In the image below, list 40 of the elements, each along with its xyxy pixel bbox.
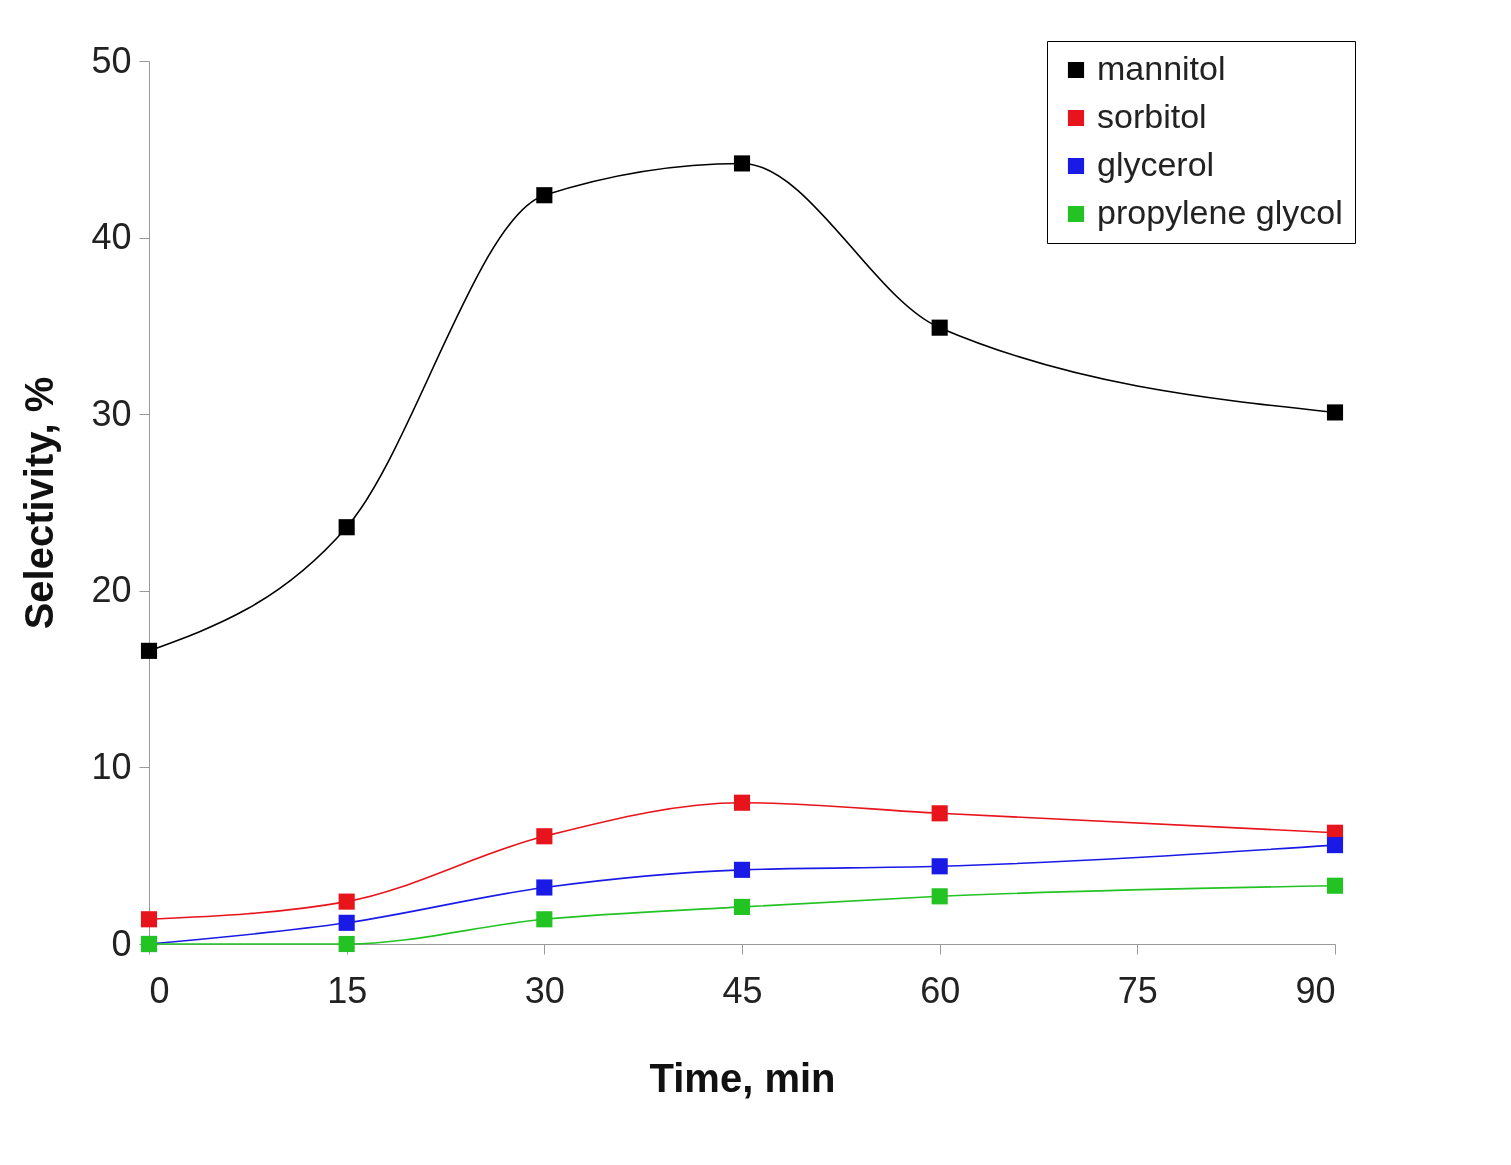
- point: [140, 642, 158, 659]
- point: [536, 828, 553, 845]
- point: [931, 319, 948, 336]
- point: [733, 155, 751, 172]
- point: [733, 898, 751, 915]
- legend-label: glycerol: [1097, 145, 1215, 183]
- legend-label: sorbitol: [1097, 97, 1207, 135]
- point: [931, 805, 948, 822]
- x-tick-label: 45: [722, 969, 763, 1011]
- point: [1326, 404, 1344, 421]
- point: [1326, 877, 1344, 894]
- point: [1326, 837, 1344, 854]
- point: [338, 914, 355, 931]
- y-tick-label: 50: [91, 39, 132, 81]
- x-tick-label: 90: [1295, 969, 1336, 1011]
- x-tick-label: 15: [327, 969, 368, 1011]
- y-tick-label: 20: [91, 569, 132, 611]
- point: [536, 187, 553, 204]
- point: [140, 911, 158, 928]
- point: [338, 935, 355, 953]
- point: [338, 519, 355, 536]
- point: [931, 858, 948, 875]
- y-tick-label: 40: [91, 216, 132, 258]
- point: [338, 893, 355, 910]
- point: [733, 861, 751, 878]
- x-tick-label: 0: [149, 969, 170, 1011]
- legend-label: mannitol: [1097, 49, 1226, 87]
- x-axis-title: Time, min: [649, 1055, 836, 1100]
- y-tick-label: 0: [111, 922, 132, 964]
- x-tick-label: 60: [920, 969, 961, 1011]
- y-tick-label: 10: [91, 745, 132, 787]
- point: [931, 888, 948, 905]
- x-tick-label: 30: [524, 969, 565, 1011]
- point: [536, 879, 553, 896]
- point: [536, 911, 553, 928]
- y-tick-label: 30: [91, 392, 132, 434]
- legend-label: propylene glycol: [1097, 193, 1343, 231]
- point: [733, 794, 751, 811]
- x-tick-label: 75: [1117, 969, 1158, 1011]
- y-axis-title: Selectivity, %: [17, 376, 62, 630]
